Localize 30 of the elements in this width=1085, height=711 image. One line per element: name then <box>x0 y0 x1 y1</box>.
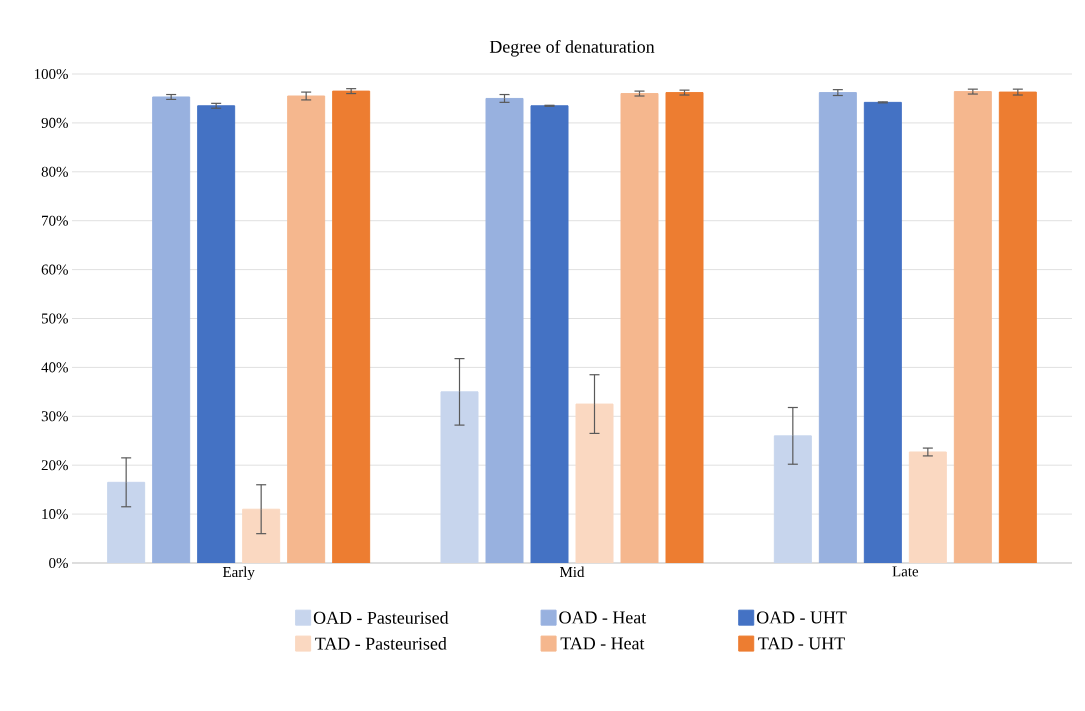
y-tick-label: 20% <box>41 460 68 471</box>
y-tick-label: 60% <box>41 264 68 275</box>
bar <box>818 92 857 563</box>
x-tick-label: Early <box>222 566 255 581</box>
bar <box>620 93 659 563</box>
y-tick-label: 10% <box>42 509 68 520</box>
legend-label: OAD - UHT <box>756 611 847 624</box>
bar <box>152 96 191 563</box>
legend-label: OAD - Heat <box>559 611 647 624</box>
x-tick-label: Mid <box>559 566 585 578</box>
y-tick-label: 30% <box>41 411 68 422</box>
bar <box>485 97 524 563</box>
y-tick-label: 0% <box>49 557 68 569</box>
bar <box>773 435 812 563</box>
x-tick-label: Late <box>892 566 919 577</box>
y-tick-label: 100% <box>34 68 68 80</box>
legend-label: TAD - Heat <box>560 637 645 650</box>
y-tick-label: 90% <box>41 117 68 128</box>
bar <box>107 481 146 563</box>
y-tick-label: 70% <box>42 215 68 226</box>
bar <box>440 391 479 563</box>
legend-label: OAD - Pasteurised <box>313 611 449 624</box>
y-tick-label: 40% <box>41 362 68 373</box>
y-tick-label: 80% <box>41 166 68 177</box>
legend-label: TAD - Pasteurised <box>315 637 447 650</box>
y-tick-label: 50% <box>41 313 68 324</box>
chart-title: Degree of denaturation <box>489 40 655 57</box>
legend-label: TAD - UHT <box>758 637 845 650</box>
bar <box>287 95 326 563</box>
bar <box>953 91 992 563</box>
